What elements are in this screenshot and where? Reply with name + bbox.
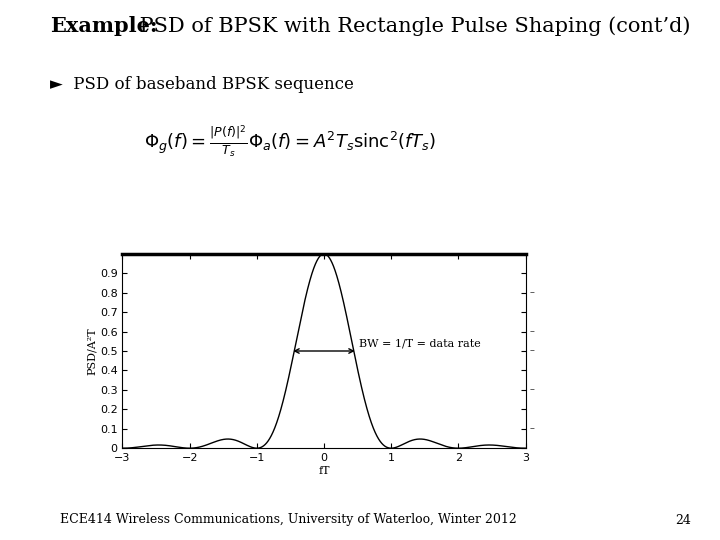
Text: –: – bbox=[529, 424, 534, 433]
Text: –: – bbox=[529, 347, 534, 355]
Text: –: – bbox=[529, 288, 534, 297]
Text: PSD of BPSK with Rectangle Pulse Shaping (cont’d): PSD of BPSK with Rectangle Pulse Shaping… bbox=[133, 16, 690, 36]
Text: $\Phi_g(f) = \frac{|P(f)|^2}{T_s}\Phi_a(f) = A^2T_s\mathrm{sinc}^2(fT_s)$: $\Phi_g(f) = \frac{|P(f)|^2}{T_s}\Phi_a(… bbox=[144, 124, 436, 160]
Text: ►  PSD of baseband BPSK sequence: ► PSD of baseband BPSK sequence bbox=[50, 76, 354, 92]
Text: 24: 24 bbox=[675, 514, 691, 526]
Text: –: – bbox=[529, 386, 534, 394]
Text: ECE414 Wireless Communications, University of Waterloo, Winter 2012: ECE414 Wireless Communications, Universi… bbox=[60, 514, 516, 526]
Text: –: – bbox=[529, 327, 534, 336]
X-axis label: fT: fT bbox=[318, 466, 330, 476]
Text: BW = 1/T = data rate: BW = 1/T = data rate bbox=[359, 338, 481, 348]
Y-axis label: PSD/A²T: PSD/A²T bbox=[87, 327, 97, 375]
Text: Example:: Example: bbox=[50, 16, 158, 36]
